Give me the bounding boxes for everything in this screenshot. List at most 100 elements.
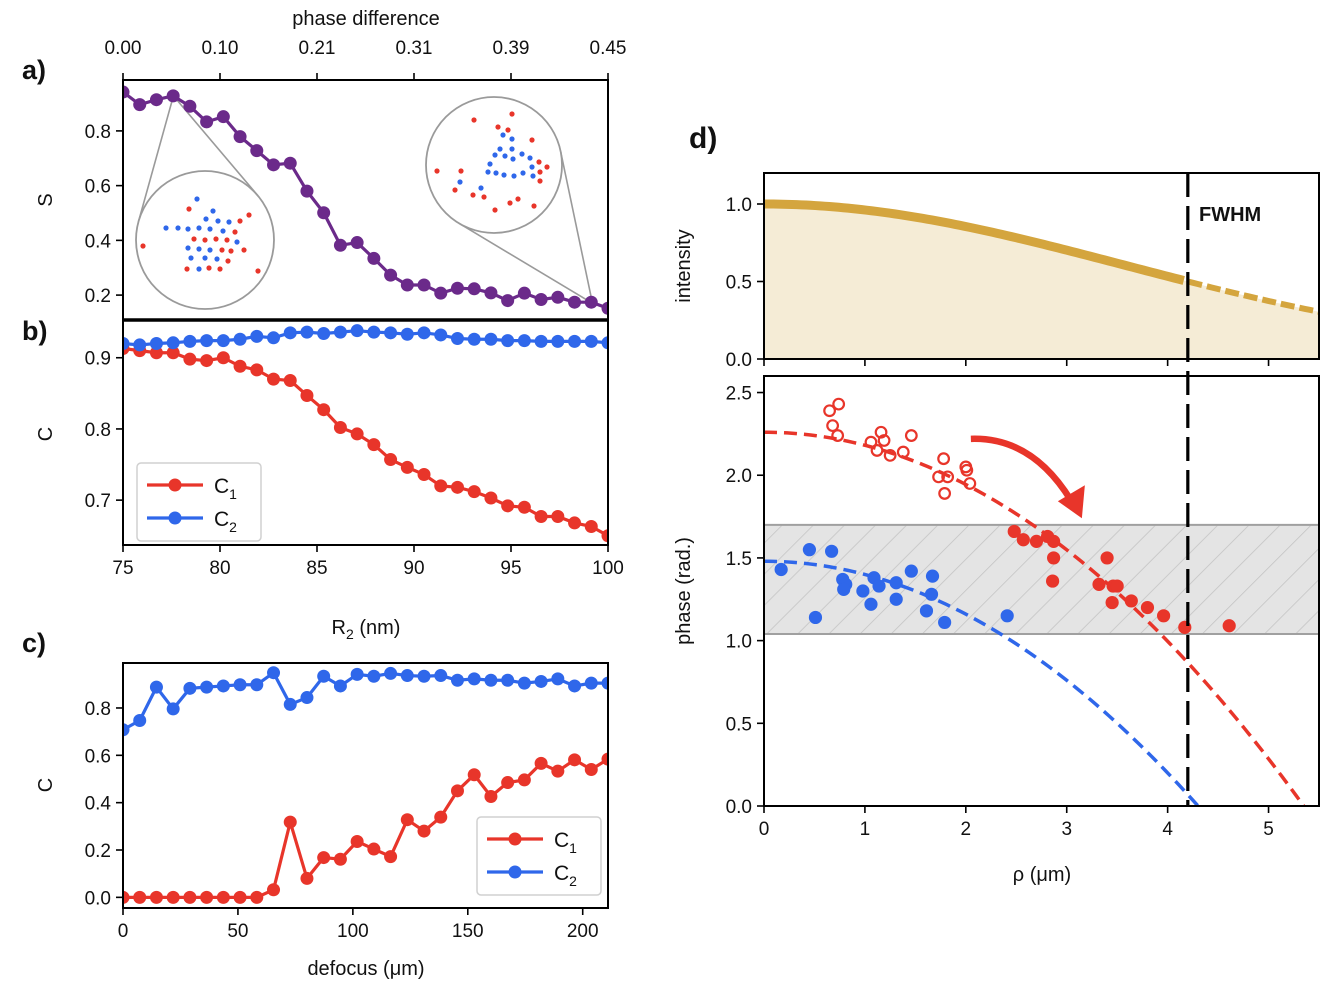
panel-b-series-c1-point bbox=[434, 479, 448, 493]
panel-b-series-c1-point bbox=[450, 480, 464, 494]
panel-b-series-c2-point bbox=[267, 331, 281, 345]
panel-b-series-c2-point bbox=[534, 334, 548, 348]
blue-filled-point bbox=[925, 569, 940, 583]
trend-arrow-head bbox=[1057, 485, 1085, 519]
inset-low-R2-red-dot bbox=[217, 266, 223, 272]
intensity-curve-dashed bbox=[1187, 278, 1319, 315]
panel-b-series-c2-point bbox=[467, 332, 481, 346]
panel-b-series-c1-point bbox=[534, 510, 548, 524]
panel-b-series-c2-point bbox=[501, 334, 515, 348]
inset-high-R2-blue-dot bbox=[487, 161, 493, 167]
panel-b-legend-box bbox=[136, 462, 262, 542]
panel-label-d: d) bbox=[689, 122, 717, 155]
panel-a-series-s-point bbox=[283, 156, 297, 170]
panel-b-xtick-label: 90 bbox=[403, 558, 424, 579]
inset-high-R2-red-dot bbox=[509, 111, 515, 117]
panel-d-intensity-frame bbox=[763, 172, 1320, 360]
panel-d-phase-ytick-label: 1.5 bbox=[726, 549, 752, 570]
panel-b-ytick-label: 0.8 bbox=[85, 420, 111, 441]
inset-high-R2 bbox=[425, 96, 563, 234]
panel-b-series-c1-point bbox=[149, 346, 163, 360]
panel-a-series-s-point bbox=[501, 294, 515, 308]
panel-c-xtick-label: 150 bbox=[452, 921, 484, 942]
inset-low-R2-red-dot bbox=[184, 266, 190, 272]
panel-a-series-s-point bbox=[417, 278, 431, 292]
panel-b-series-c1-point bbox=[501, 499, 515, 513]
inset-low-R2-blue-dot bbox=[207, 226, 213, 232]
blue-filled-point bbox=[889, 592, 903, 606]
red-open-point bbox=[823, 404, 836, 418]
panel-b-series-c1-point bbox=[568, 516, 582, 530]
inset-high-R2-red-dot bbox=[515, 196, 521, 202]
panel-b-series-c2-point bbox=[484, 332, 498, 346]
red-filled-point bbox=[1047, 551, 1061, 565]
panel-label-b: b) bbox=[22, 316, 47, 346]
red-open-point bbox=[941, 470, 955, 484]
panel-b-xlabel-main: R bbox=[332, 617, 346, 639]
panel-a-series-s-point bbox=[216, 110, 230, 124]
panel-c-series-c1-point bbox=[267, 883, 281, 897]
panel-c-series-c1-point bbox=[434, 810, 448, 824]
inset-high-R2-red-dot bbox=[531, 203, 537, 209]
panel-b-xlabel-tail: (nm) bbox=[354, 617, 401, 639]
red-filled-point bbox=[1105, 595, 1119, 610]
inset-low-R2-blue-dot bbox=[175, 225, 181, 231]
panel-a-series-s-point bbox=[584, 295, 598, 309]
panel-c-series-c2-point bbox=[350, 667, 364, 681]
panel-b-series-c1-point bbox=[584, 519, 598, 533]
panel-c-ytick-label: 0.2 bbox=[85, 841, 111, 862]
panel-c-series-c1-point bbox=[551, 764, 565, 778]
panel-a-series-s-point bbox=[123, 85, 130, 99]
panel-a-series-s-point bbox=[534, 292, 548, 306]
panel-b-series-c2-point bbox=[216, 334, 230, 348]
panel-b-ylabel: C bbox=[35, 427, 57, 441]
panel-c-series-c2-point bbox=[216, 679, 230, 693]
panel-a-series-s-point bbox=[183, 99, 197, 113]
panel-d-phase-xtick-label: 3 bbox=[1061, 819, 1072, 840]
inset-low-R2-red-dot bbox=[224, 237, 230, 243]
panel-b-series-c1-point bbox=[200, 354, 214, 368]
red-open-point bbox=[932, 470, 945, 484]
chart-marks: 0.20.40.60.80.00 0.10 0.21 0.31 0.39 0.450.70… bbox=[85, 38, 1320, 942]
panel-c-series-c1-point bbox=[133, 890, 147, 904]
inset-low-R2-connector bbox=[172, 95, 259, 196]
panel-a-series-s-point bbox=[233, 130, 247, 144]
blue-filled-point bbox=[774, 562, 788, 577]
panel-a-series-s-point bbox=[450, 281, 464, 295]
panel-c-xtick-label: 200 bbox=[567, 921, 599, 942]
panel-c-series-c2-point bbox=[400, 669, 414, 683]
inset-low-R2-blue-dot bbox=[202, 255, 208, 261]
intensity-curve-solid bbox=[764, 199, 1185, 285]
panel-a-series-s-point bbox=[601, 301, 608, 315]
inset-low-R2-blue-dot bbox=[185, 226, 191, 232]
panel-c-series-c2-point bbox=[568, 679, 582, 693]
inset-high-R2-red-dot bbox=[471, 117, 477, 123]
red-filled-point bbox=[1222, 619, 1236, 633]
panel-c-legend-entry-label: C2 bbox=[554, 862, 577, 889]
panel-b-legend-swatch-marker bbox=[168, 478, 182, 492]
inset-low-R2-red-dot bbox=[241, 247, 247, 253]
panel-a-series-s-point bbox=[250, 144, 264, 158]
panel-b-series-c2-point bbox=[517, 334, 531, 348]
panel-c-frame bbox=[122, 662, 609, 909]
inset-low-R2-red-dot bbox=[232, 229, 238, 235]
panel-b-series-c2-point bbox=[384, 326, 398, 340]
panel-b-plot-area bbox=[123, 324, 608, 543]
panel-a-series-s-point bbox=[333, 238, 347, 252]
panel-c-xtick-label: 50 bbox=[227, 921, 248, 942]
panel-c-series-c1-point bbox=[250, 890, 264, 904]
inset-high-R2-blue-dot bbox=[478, 185, 484, 191]
inset-low-R2-blue-dot bbox=[196, 246, 202, 252]
panel-a-series-s-point bbox=[551, 290, 565, 304]
panel-c-series-c2-point bbox=[250, 678, 264, 692]
panel-a-top-tick-label: 0.00 bbox=[105, 38, 142, 59]
panel-c-legend-swatch-marker bbox=[508, 832, 522, 846]
panel-b-xtick-label: 75 bbox=[112, 558, 133, 579]
panel-c-series-c1-point bbox=[568, 753, 582, 767]
inset-high-R2-red-dot bbox=[537, 169, 543, 175]
panel-c-series-c1-point bbox=[233, 890, 247, 904]
panel-a-ytick-label: 0.6 bbox=[85, 177, 111, 198]
panel-c-series-c1-point bbox=[400, 813, 414, 827]
panel-a-top-tick-label: 0.10 bbox=[202, 38, 239, 59]
